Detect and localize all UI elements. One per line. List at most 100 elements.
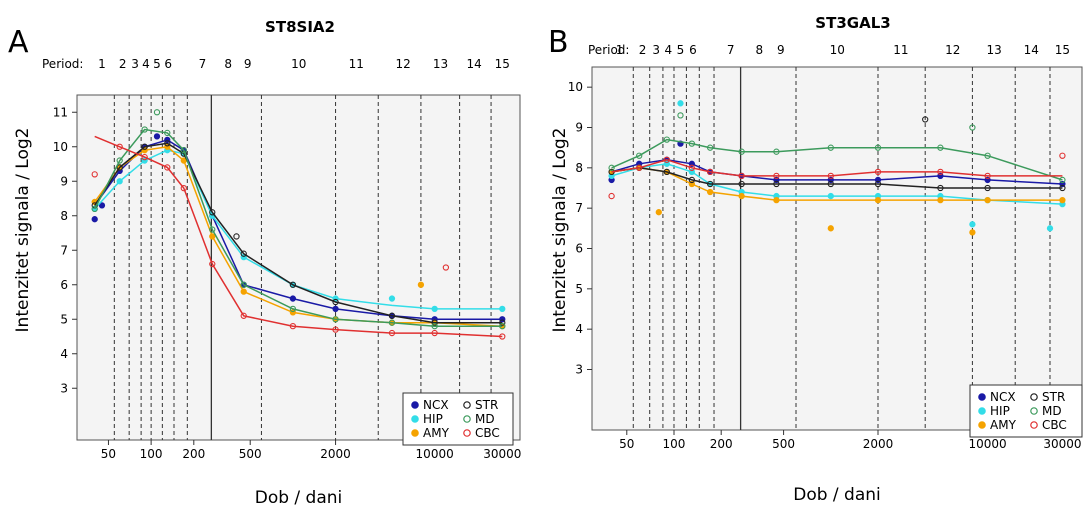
y-tick-label: 10	[568, 80, 583, 94]
data-point-cbc	[773, 172, 780, 180]
data-point-cbc	[499, 333, 506, 340]
data-point-hip	[499, 305, 506, 313]
data-point-str	[706, 180, 714, 188]
data-point-str	[984, 184, 991, 192]
legend-marker-amy	[411, 429, 419, 437]
series-line-md	[94, 128, 503, 327]
series-line-cbc	[611, 159, 1063, 177]
x-tick-label: 200	[710, 437, 733, 451]
data-point-amy	[937, 196, 944, 204]
data-point-md	[141, 126, 148, 133]
legend-label-hip: HIP	[423, 412, 443, 426]
series-line-hip	[94, 149, 503, 310]
x-tick-label: 10000	[969, 437, 1007, 451]
x-tick-label: 50	[101, 447, 116, 461]
y-tick-label: 4	[60, 347, 68, 361]
data-point-amy	[773, 196, 780, 204]
data-point-ncx	[289, 295, 297, 302]
y-tick-label: 8	[60, 209, 68, 223]
data-point-str	[289, 281, 297, 288]
data-point-ncx	[332, 305, 339, 313]
data-point-cbc	[706, 168, 714, 176]
period-number: 13	[433, 57, 448, 71]
data-point-md	[164, 129, 171, 137]
y-tick-label: 11	[53, 105, 68, 119]
chart-title: ST3GAL3	[815, 14, 890, 32]
legend-box	[402, 392, 514, 446]
legend-marker-cbc	[1030, 421, 1038, 429]
data-point-md	[636, 152, 643, 159]
data-point-amy	[969, 229, 976, 236]
data-point-ncx	[98, 202, 106, 209]
period-number: 14	[467, 57, 482, 71]
data-point-str	[738, 180, 745, 188]
series-line-cbc	[94, 135, 503, 338]
x-tick-label: 10000	[416, 447, 454, 461]
data-point-md	[874, 144, 882, 151]
data-point-md	[937, 144, 944, 151]
period-number: 2	[639, 43, 647, 57]
x-tick-label: 500	[772, 437, 795, 451]
data-point-cbc	[663, 156, 670, 163]
legend-marker-amy	[978, 421, 986, 429]
series-line-hip	[611, 163, 1063, 205]
period-number: 14	[1024, 43, 1039, 57]
data-point-str	[388, 312, 396, 319]
legend-marker-ncx	[411, 401, 419, 409]
x-tick-label: 30000	[1043, 437, 1081, 451]
data-point-md	[388, 319, 396, 326]
legend-marker-hip	[978, 407, 986, 415]
x-tick-label: 2000	[320, 447, 351, 461]
data-point-str	[937, 184, 944, 192]
data-point-cbc	[636, 164, 643, 171]
y-tick-label: 3	[60, 381, 68, 395]
x-tick-label: 200	[182, 447, 205, 461]
legend-label-amy: AMY	[423, 426, 450, 440]
data-point-cbc	[164, 164, 171, 171]
x-tick-label: 30000	[483, 447, 521, 461]
legend-label-ncx: NCX	[990, 390, 1016, 404]
data-point-amy	[706, 188, 714, 196]
data-point-str	[116, 164, 123, 171]
period-number: 12	[945, 43, 960, 57]
period-number: 4	[664, 43, 672, 57]
y-axis-label: Intenzitet signala / Log2	[13, 128, 33, 333]
data-point-md	[663, 136, 670, 143]
period-number: 8	[755, 43, 763, 57]
data-point-cbc	[688, 164, 696, 171]
legend-label-str: STR	[1042, 390, 1065, 404]
period-number: 12	[396, 57, 411, 71]
y-tick-label: 5	[60, 312, 68, 326]
period-label: Period:	[588, 43, 629, 57]
legend-marker-str	[463, 401, 471, 409]
data-point-amy	[1059, 196, 1066, 204]
data-point-str	[141, 143, 148, 150]
y-tick-label: 9	[575, 121, 583, 135]
period-number: 11	[893, 43, 908, 57]
data-point-amy	[209, 233, 216, 240]
data-point-md	[827, 144, 834, 151]
data-point-str	[499, 319, 506, 326]
data-point-hip	[677, 100, 684, 107]
legend-label-md: MD	[475, 412, 495, 426]
data-point-md	[431, 322, 438, 330]
data-point-str	[164, 140, 171, 147]
period-number: 2	[119, 57, 127, 71]
data-point-str	[827, 180, 834, 188]
legend-marker-md	[463, 415, 471, 423]
legend-label-cbc: CBC	[1042, 418, 1067, 432]
legend-label-md: MD	[1042, 404, 1062, 418]
legend-label-amy: AMY	[990, 418, 1017, 432]
data-point-str	[240, 250, 247, 257]
data-point-md	[1059, 176, 1066, 184]
panel-letter: B	[548, 25, 569, 60]
legend-marker-str	[1030, 393, 1038, 401]
legend-box	[969, 384, 1083, 438]
x-tick-label: 50	[619, 437, 634, 451]
data-point-cbc	[937, 168, 944, 176]
data-point-amy	[984, 196, 991, 204]
y-tick-label: 5	[575, 282, 583, 296]
series-line-str	[94, 142, 503, 324]
period-number: 4	[142, 57, 150, 71]
period-number: 1	[98, 57, 106, 71]
